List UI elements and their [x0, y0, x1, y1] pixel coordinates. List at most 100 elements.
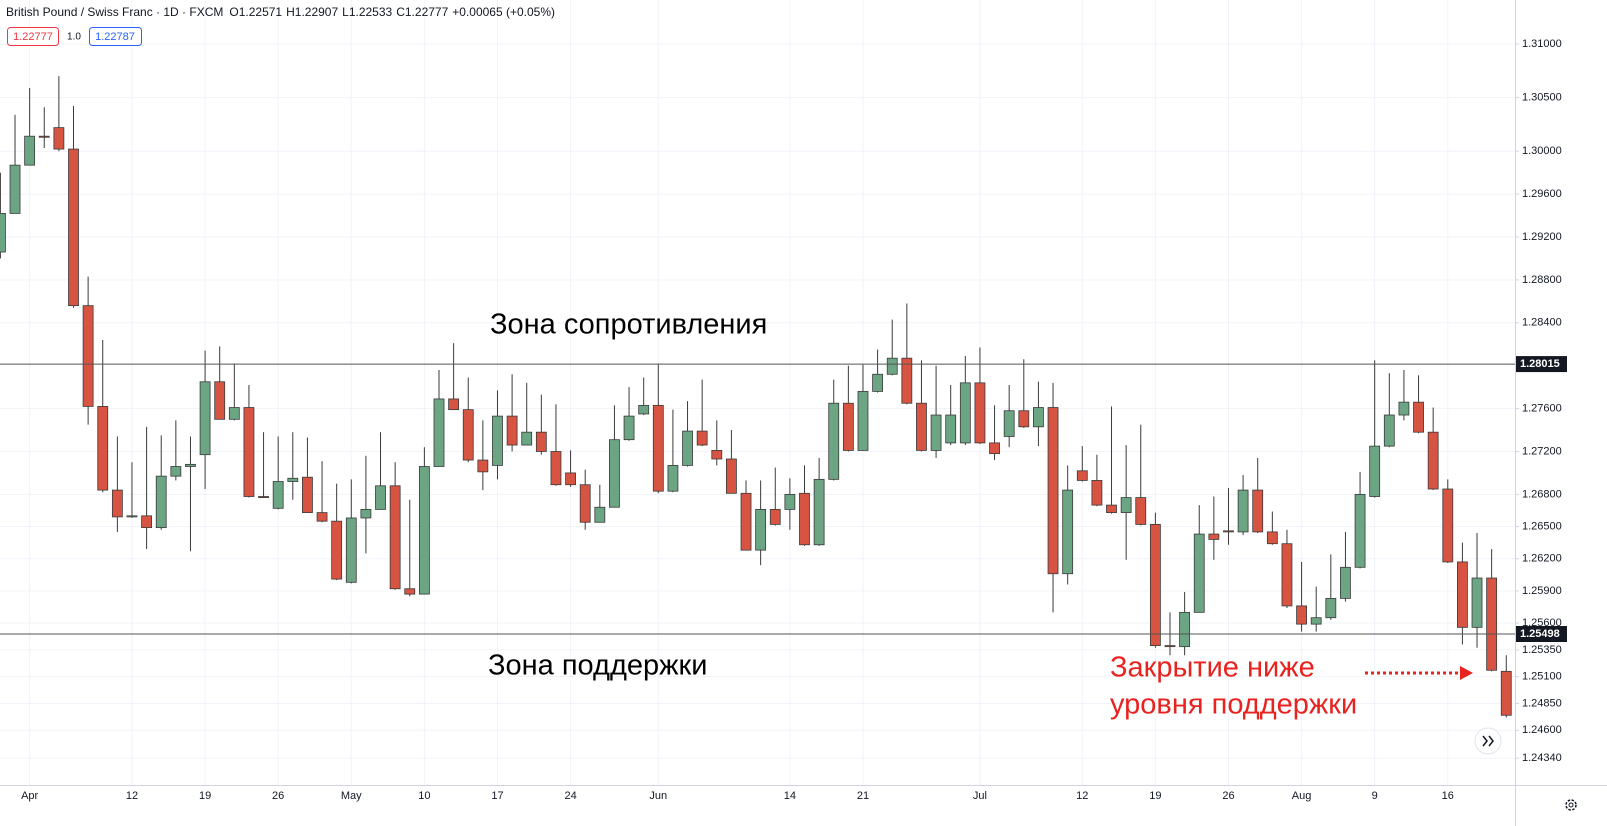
candle-body — [1413, 401, 1424, 433]
y-tick-label: 1.30000 — [1522, 145, 1562, 157]
candle-body — [68, 148, 79, 307]
candle-body — [1223, 530, 1234, 533]
plot-area — [0, 0, 1515, 785]
y-tick-label: 1.27600 — [1522, 402, 1562, 414]
candle-body — [360, 508, 372, 519]
buy-price[interactable]: 1.22787 — [95, 31, 135, 43]
candle-body — [1296, 605, 1307, 625]
x-tick-label: 16 — [1442, 790, 1454, 802]
candle-body — [155, 475, 167, 529]
candle-body — [667, 465, 679, 492]
candle-body — [974, 382, 986, 444]
spread: 1.0 — [67, 32, 81, 43]
candle-body — [842, 402, 854, 451]
candle-body — [609, 439, 620, 508]
candle-body — [1179, 611, 1191, 648]
candle-body — [1471, 577, 1483, 628]
candle-body — [1500, 670, 1512, 716]
y-tick-label: 1.28800 — [1522, 274, 1562, 286]
candle-body — [185, 463, 196, 467]
y-tick-label: 1.30500 — [1522, 91, 1562, 103]
candle-body — [53, 127, 65, 150]
candle-body — [1120, 497, 1132, 514]
candle-body — [141, 515, 153, 529]
y-tick-label: 1.24600 — [1522, 724, 1562, 736]
candle-body — [550, 451, 562, 486]
candle-body — [1354, 493, 1366, 568]
y-tick-label: 1.25600 — [1522, 617, 1562, 629]
candle-body — [38, 135, 50, 138]
candle-body — [302, 476, 313, 514]
candle-body — [1062, 489, 1074, 575]
candle-body — [492, 415, 503, 466]
ohlc-open: O1.22571 — [229, 5, 282, 19]
candle-body — [769, 508, 781, 525]
support-label: Зона поддержки — [488, 650, 707, 682]
settings-button[interactable] — [1565, 799, 1577, 811]
level-tag — [1516, 626, 1567, 643]
candle-body — [1193, 533, 1205, 613]
candle-body — [784, 493, 796, 510]
scroll-icon — [1482, 735, 1494, 747]
y-tick-label: 1.25100 — [1522, 671, 1562, 683]
marks — [0, 76, 1515, 718]
candle-body — [872, 373, 883, 392]
scroll-to-end[interactable] — [1474, 727, 1502, 755]
symbol: British Pound / Swiss Franc · 1D · FXCM — [6, 5, 223, 19]
candle-body — [506, 415, 518, 446]
candle-body — [448, 398, 460, 411]
candle-body — [243, 407, 255, 497]
candle-body — [565, 472, 576, 486]
candle-body — [1442, 488, 1454, 563]
candle-body — [535, 431, 547, 452]
candle-body — [886, 357, 898, 375]
candle-body — [1281, 543, 1293, 607]
candle-body — [1003, 410, 1015, 437]
candle-body — [521, 431, 533, 446]
candle-body — [1018, 410, 1030, 428]
sell-price[interactable]: 1.22777 — [13, 31, 53, 43]
breakout-label: Закрытие ниже — [1110, 652, 1315, 684]
x-tick-label: Apr — [21, 790, 38, 802]
y-tick-label: 1.31000 — [1522, 38, 1562, 50]
candle-body — [82, 305, 94, 407]
candle-body — [1033, 407, 1044, 428]
candle-body — [97, 406, 109, 491]
candle-body — [579, 484, 591, 523]
candle-body — [916, 402, 927, 451]
candle-body — [959, 382, 971, 444]
candle-body — [1106, 504, 1117, 514]
x-tick-label: 12 — [126, 790, 138, 802]
candle-body — [989, 442, 1000, 455]
candle-body — [1398, 401, 1410, 416]
buy-button[interactable] — [89, 27, 142, 46]
x-tick-label: 12 — [1076, 790, 1088, 802]
candle-body — [901, 357, 913, 404]
candle-body — [418, 466, 430, 595]
y-tick-label: 1.29200 — [1522, 231, 1562, 243]
x-tick-label: Jul — [973, 790, 987, 802]
candle-body — [652, 404, 664, 492]
candle-body — [945, 414, 957, 444]
candle-body — [1252, 489, 1264, 533]
sell-button[interactable] — [7, 27, 59, 46]
y-tick-label: 1.29600 — [1522, 188, 1562, 200]
candle-body — [740, 492, 752, 551]
x-tick-label: 19 — [199, 790, 211, 802]
candle-body — [755, 508, 767, 551]
candle-body — [126, 515, 138, 518]
x-tick-label: May — [341, 790, 362, 802]
candle-body — [1427, 431, 1439, 490]
breakout-label: уровня поддержки — [1110, 689, 1357, 721]
candle-body — [682, 430, 693, 466]
candle-body — [638, 404, 650, 415]
resistance-label: Зона сопротивления — [490, 309, 767, 341]
candle-body — [1076, 470, 1088, 481]
candle-body — [857, 391, 869, 451]
candle-body — [1208, 533, 1220, 540]
candle-body — [696, 430, 708, 446]
x-tick-label: Jun — [649, 790, 667, 802]
y-tick-label: 1.24340 — [1522, 752, 1562, 764]
candle-body — [828, 402, 840, 480]
